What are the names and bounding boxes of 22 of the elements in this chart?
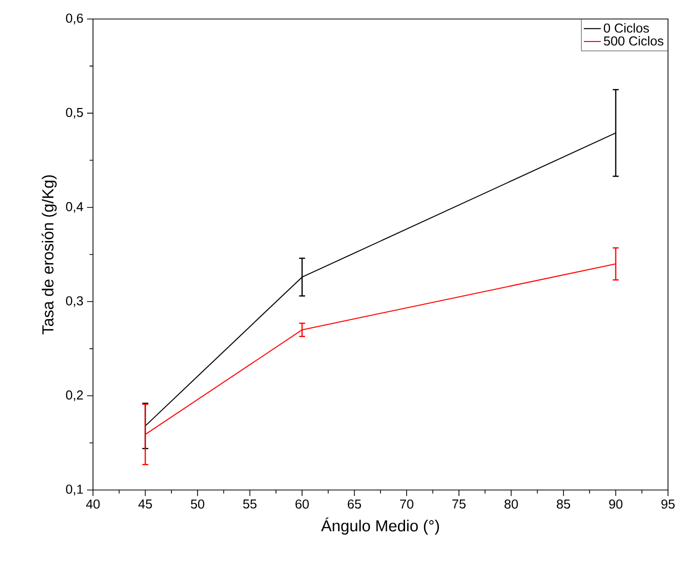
x-axis-title: Ángulo Medio (°)	[321, 517, 439, 535]
x-tick-label: 60	[296, 499, 309, 509]
x-tick-label: 90	[609, 499, 622, 509]
y-tick-label: 0,2	[66, 390, 83, 402]
x-tick-label: 65	[348, 499, 362, 509]
x-tick-label: 40	[86, 499, 100, 509]
y-tick-label: 0,3	[66, 296, 83, 307]
x-tick-label: 55	[243, 499, 256, 509]
y-tick-label: 0,4	[66, 202, 84, 213]
x-tick-label: 70	[400, 499, 414, 509]
x-tick-label: 45	[138, 499, 152, 509]
x-tick-label: 80	[504, 499, 518, 509]
x-tick-label: 85	[556, 499, 570, 509]
x-tick-label: 75	[452, 499, 466, 509]
legend-label: 500 Ciclos	[604, 36, 664, 46]
x-tick-label: 95	[661, 499, 675, 509]
legend-label: 0 Ciclos	[604, 23, 649, 33]
y-axis-title: Tasa de erosión (g/Kg)	[42, 175, 57, 334]
y-tick-label: 0,5	[66, 108, 83, 119]
x-tick-label: 50	[190, 499, 204, 509]
y-tick-label: 0,1	[66, 484, 83, 496]
y-tick-label: 0,6	[66, 14, 83, 24]
